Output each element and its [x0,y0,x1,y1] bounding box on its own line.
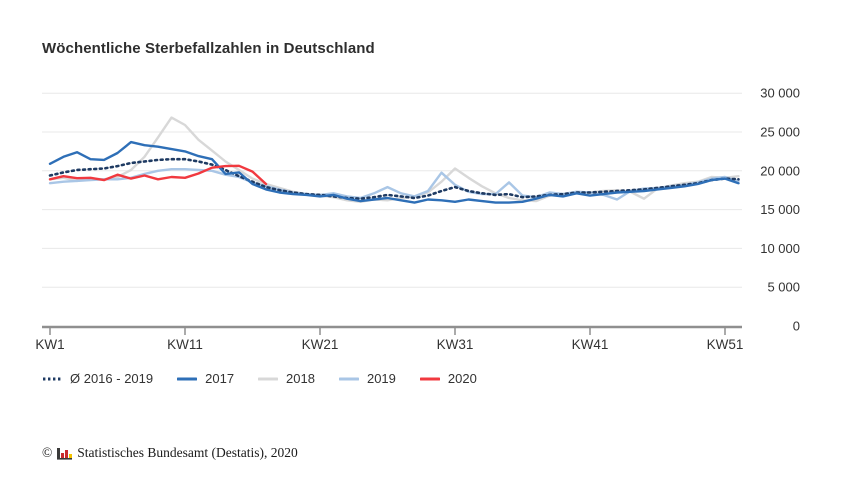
legend-item-2018: 2018 [258,371,315,386]
y-axis-tick-label: 10 000 [760,241,800,256]
y-axis-tick-label: 20 000 [760,163,800,178]
solid-line-icon [177,377,198,380]
y-axis-tick-label: 0 [793,319,800,334]
legend-label: Ø 2016 - 2019 [70,371,154,386]
dotted-line-icon [43,377,61,380]
chart-line-2017 [48,140,740,204]
legend-item-2017: 2017 [177,371,234,386]
x-axis-tick-label: KW31 [437,337,474,352]
legend-item-2019: 2019 [338,371,396,386]
legend-item-2020: 2020 [419,371,477,386]
legend-item-avg-2016-2019: Ø 2016 - 2019 [42,371,153,386]
chart-line-2019 [48,168,740,201]
y-axis-tick-label: 15 000 [760,202,800,217]
copyright-symbol: © [42,445,53,460]
source-attribution: © Statistisches Bundesamt (Destatis), 20… [42,445,298,461]
solid-line-icon [258,377,279,380]
chart-legend: Ø 2016 - 2019 2017 2018 2019 2020 [42,371,477,386]
x-axis-tick-label: KW41 [572,337,609,352]
y-axis-tick-label: 30 000 [760,86,800,101]
destatis-bar-chart-icon [57,448,73,460]
legend-label: 2019 [366,371,396,386]
y-axis-tick-label: 5 000 [767,280,800,295]
legend-label: 2020 [447,371,477,386]
x-axis-tick-label: KW1 [35,337,64,352]
source-text: Statistisches Bundesamt (Destatis), 2020 [77,445,298,460]
y-axis-tick-label: 25 000 [760,125,800,140]
x-axis-tick-label: KW21 [302,337,339,352]
line-chart: 0 5 000 10 000 15 000 20 000 25 000 30 000 KW1 K… [35,86,800,352]
legend-label: 2018 [286,371,315,386]
x-axis-tick-label: KW51 [707,337,744,352]
chart-title: Wöchentliche Sterbefallzahlen in Deutsch… [42,40,375,57]
chart-line--2016-2019 [48,157,740,200]
solid-line-icon [338,377,359,380]
x-axis-tick-label: KW11 [167,337,203,352]
legend-label: 2017 [205,371,235,386]
solid-line-icon [419,377,440,380]
chart-line-2020 [48,164,268,186]
